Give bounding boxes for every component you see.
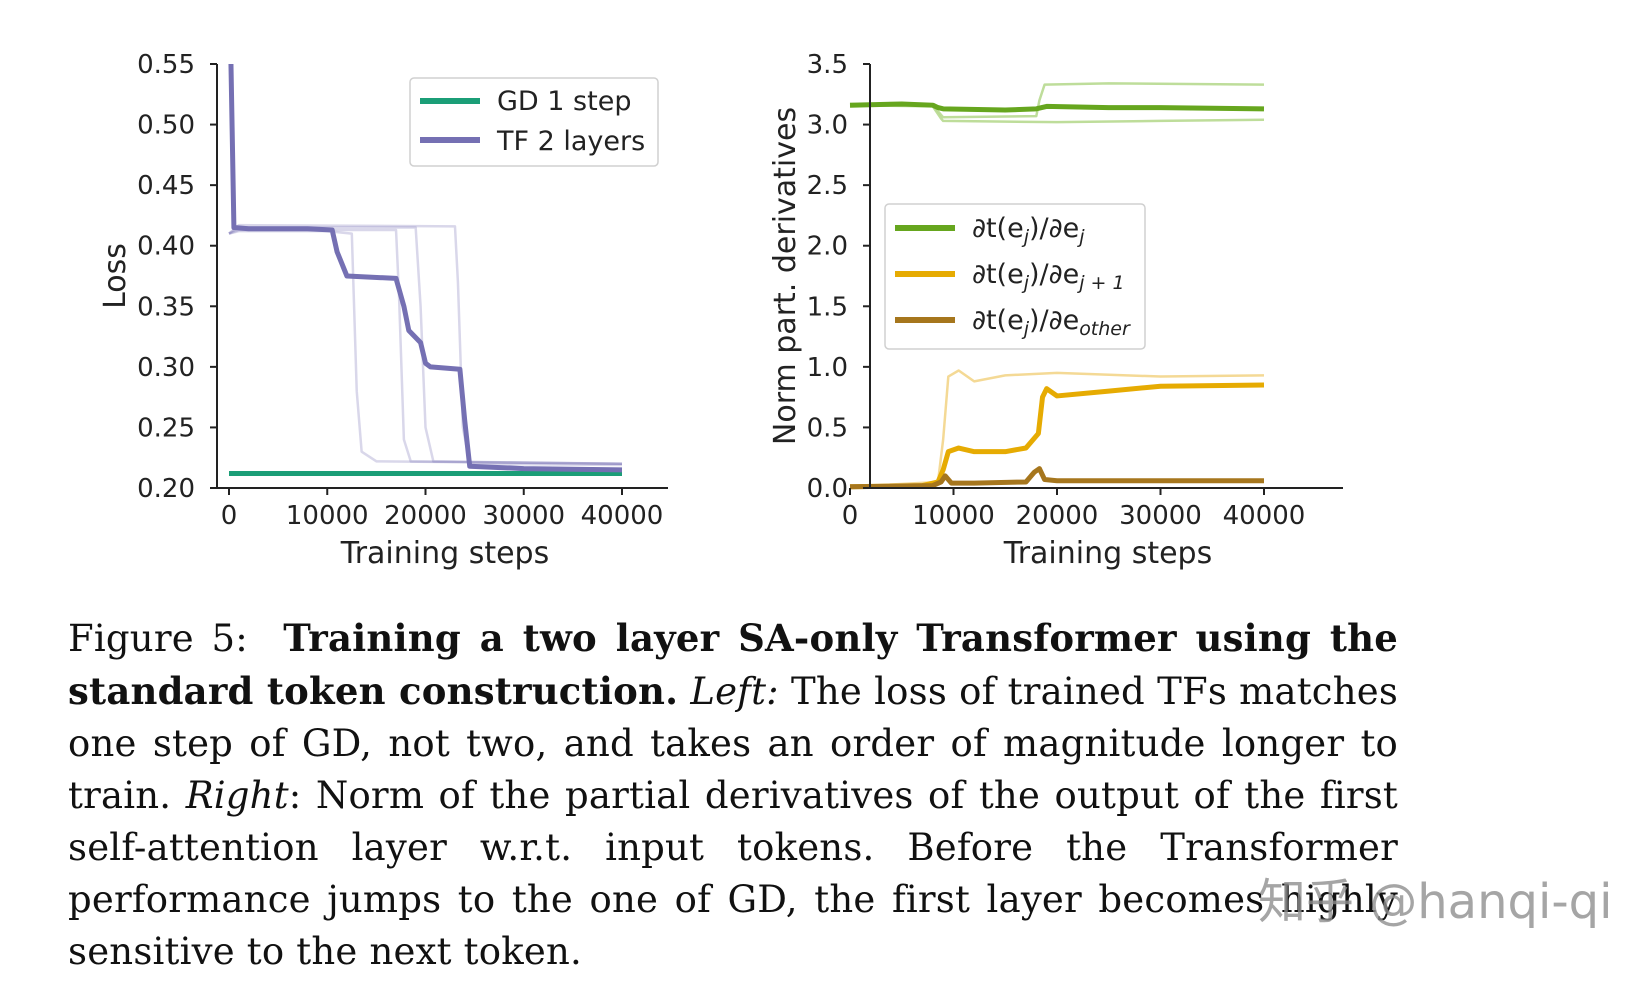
right-y-tick-label: 3.0	[807, 111, 848, 141]
right-x-tick-label: 10000	[912, 501, 995, 531]
right-y-tick-label: 1.0	[807, 353, 848, 383]
left-y-axis-label: Loss	[98, 243, 133, 309]
left-y-tick-label: 0.25	[137, 413, 195, 443]
left-series-line-1	[228, 63, 623, 473]
right-legend-box	[884, 203, 1146, 350]
left-ticks: 0 10000 20000 30000 40000 0.20 0.25 0.30 0.35 0.4…	[137, 50, 663, 531]
left-x-tick-label: 30000	[482, 501, 565, 531]
left-y-tick-label: 0.35	[137, 292, 195, 322]
legend-label-gd: GD 1 step	[497, 86, 631, 117]
right-x-tick-label: 0	[842, 501, 859, 531]
right-y-tick-label: 3.5	[807, 50, 848, 80]
left-x-tick-label: 0	[221, 501, 238, 531]
left-y-tick-label: 0.45	[137, 171, 195, 201]
left-series-line-4	[228, 226, 623, 466]
legend-label-dej: ∂t(ej)/∂ej	[972, 213, 1085, 248]
left-y-tick-label: 0.50	[137, 111, 195, 141]
right-y-tick-label: 2.0	[807, 232, 848, 262]
left-legend: GD 1 step TF 2 layers	[409, 77, 659, 167]
right-derivative-plot: 0 10000 20000 30000 40000 0.0 0.5 1.0 1.5 2.0 2.5 3…	[768, 50, 1343, 571]
right-ticks: 0 10000 20000 30000 40000 0.0 0.5 1.0 1.5 2.0 2.5 3…	[807, 50, 1306, 531]
right-y-tick-label: 0.5	[807, 413, 848, 443]
caption-right-tag: Right	[185, 774, 289, 817]
right-x-tick-label: 20000	[1016, 501, 1099, 531]
right-legend: ∂t(ej)/∂ej ∂t(ej)/∂ej + 1 ∂t(ej)/∂eother	[884, 203, 1146, 350]
right-x-tick-label: 40000	[1223, 501, 1306, 531]
right-series-line-4	[849, 82, 1265, 119]
left-x-tick-label: 20000	[384, 501, 467, 531]
caption-title: Training a two layer SA-only Transformer…	[68, 616, 1398, 713]
left-x-axis-label: Training steps	[340, 536, 549, 571]
right-x-axis-label: Training steps	[1003, 536, 1212, 571]
right-x-tick-label: 30000	[1119, 501, 1202, 531]
right-y-axis-label: Norm part. derivatives	[768, 107, 803, 445]
right-series-line-3	[849, 369, 1265, 489]
left-series-lines	[228, 63, 623, 476]
caption-right-text: : Norm of the partial derivatives of the…	[68, 774, 1399, 973]
left-y-tick-label: 0.20	[137, 474, 195, 504]
left-x-tick-label: 10000	[286, 501, 369, 531]
right-series-line-1	[849, 382, 1265, 490]
caption-label: Figure 5:	[68, 617, 248, 660]
left-loss-plot: 0 10000 20000 30000 40000 0.20 0.25 0.30 0.35 0.4…	[98, 50, 668, 571]
right-y-tick-label: 2.5	[807, 171, 848, 201]
right-series-lines	[849, 82, 1265, 490]
right-y-tick-label: 1.5	[807, 292, 848, 322]
caption-left-tag: Left:	[690, 670, 779, 713]
left-y-tick-label: 0.30	[137, 353, 195, 383]
figure-5: 0 10000 20000 30000 40000 0.20 0.25 0.30 0.35 0.4…	[98, 50, 1343, 571]
left-y-tick-label: 0.40	[137, 232, 195, 262]
right-series-line-0	[849, 101, 1265, 113]
legend-label-tf: TF 2 layers	[496, 126, 645, 157]
figure-caption: Figure 5: Training a two layer SA-only T…	[68, 612, 1398, 978]
left-y-tick-label: 0.55	[137, 50, 195, 80]
left-x-tick-label: 40000	[581, 501, 664, 531]
right-series-line-2	[849, 466, 1264, 490]
zhihu-watermark: 知乎 @hanqi-qi	[1258, 874, 1613, 930]
right-y-tick-label: 0.0	[807, 474, 848, 504]
caption-left-text: The loss of trained TFs matches one step…	[68, 670, 1399, 817]
